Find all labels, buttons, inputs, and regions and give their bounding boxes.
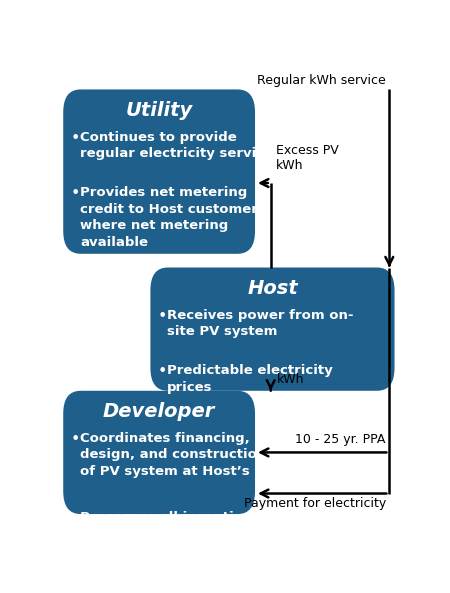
- Text: Coordinates financing,
design, and construction
of PV system at Host’s site: Coordinates financing, design, and const…: [80, 432, 282, 478]
- Text: Developer: Developer: [103, 402, 215, 421]
- Text: •: •: [71, 543, 80, 558]
- Text: kWh: kWh: [277, 373, 305, 386]
- Text: Predictable electricity
prices: Predictable electricity prices: [167, 364, 333, 394]
- Text: Payment for electricity: Payment for electricity: [243, 497, 386, 510]
- Text: •: •: [71, 432, 80, 447]
- Text: Excess PV
kWh: Excess PV kWh: [276, 144, 339, 171]
- Text: •: •: [71, 511, 80, 527]
- Text: •: •: [158, 308, 167, 324]
- Text: Receives power from on-
site PV system: Receives power from on- site PV system: [167, 308, 354, 338]
- Text: Monitors PV system
performance: Monitors PV system performance: [80, 543, 229, 573]
- Text: Utility: Utility: [126, 101, 193, 120]
- Text: •: •: [71, 130, 80, 145]
- FancyBboxPatch shape: [63, 391, 255, 514]
- Text: •: •: [158, 364, 167, 380]
- Text: 10 - 25 yr. PPA: 10 - 25 yr. PPA: [296, 432, 386, 445]
- FancyBboxPatch shape: [150, 267, 395, 391]
- Text: Processes all incentives: Processes all incentives: [80, 511, 259, 524]
- Text: •: •: [71, 186, 80, 201]
- Text: Host: Host: [247, 279, 298, 298]
- Text: Provides net metering
credit to Host customer
where net metering
available: Provides net metering credit to Host cus…: [80, 186, 258, 248]
- FancyBboxPatch shape: [63, 90, 255, 254]
- Text: Regular kWh service: Regular kWh service: [257, 74, 386, 87]
- Text: Continues to provide
regular electricity service: Continues to provide regular electricity…: [80, 130, 273, 160]
